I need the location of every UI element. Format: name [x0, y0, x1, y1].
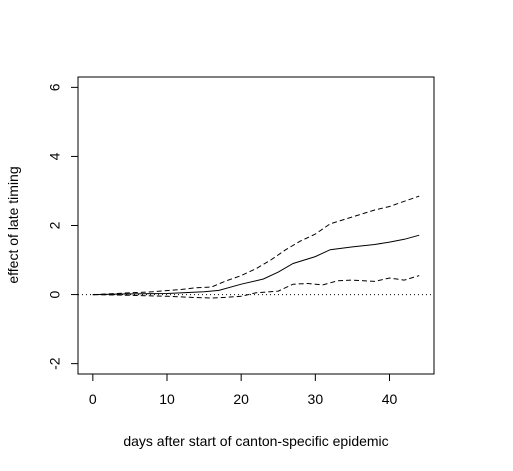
x-tick-label: 10 [159, 391, 175, 407]
confidence-band-line-1 [92, 195, 420, 296]
y-axis-label: effect of late timing [5, 166, 21, 283]
plot-frame [77, 76, 435, 375]
y-tick-label: 6 [47, 83, 63, 91]
x-axis: 0 10 20 30 40 [89, 373, 398, 407]
x-axis-label: days after start of canton-specific epid… [123, 433, 388, 449]
x-tick-label: 40 [382, 391, 398, 407]
estimate-line [92, 234, 420, 296]
x-tick-label: 0 [89, 391, 97, 407]
series-layer [92, 195, 420, 299]
y-tick-label: -2 [47, 357, 63, 370]
y-tick-label: 4 [47, 152, 63, 160]
confidence-band-line-2 [92, 275, 420, 299]
y-tick-label: 2 [47, 221, 63, 229]
y-axis: -2 0 2 4 6 [47, 83, 79, 370]
y-tick-label: 0 [47, 290, 63, 298]
x-tick-label: 30 [308, 391, 324, 407]
x-tick-label: 20 [233, 391, 249, 407]
